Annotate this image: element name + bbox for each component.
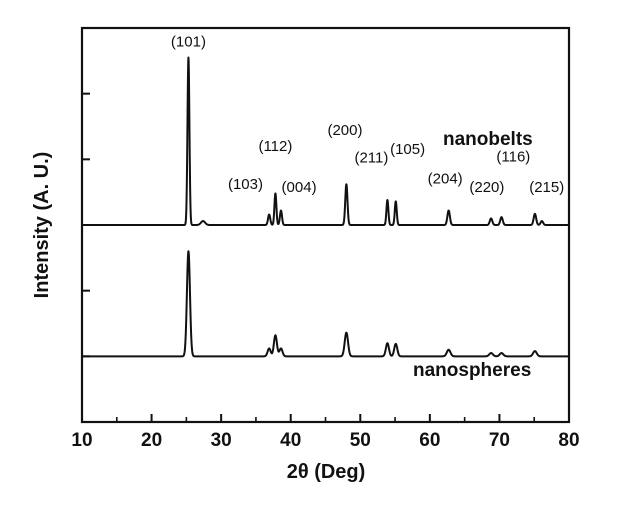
peak-label: (220) bbox=[469, 179, 504, 196]
peak-label: (204) bbox=[428, 171, 463, 188]
series-label-nanospheres: nanospheres bbox=[413, 360, 531, 381]
y-axis-title: Intensity (A. U.) bbox=[31, 152, 53, 299]
series-line-nanospheres bbox=[81, 250, 570, 358]
peak-label: (101) bbox=[171, 33, 206, 50]
x-tick-label-40: 40 bbox=[280, 430, 301, 451]
x-tick-label-70: 70 bbox=[489, 430, 510, 451]
x-tick-label-80: 80 bbox=[558, 430, 579, 451]
series-layer bbox=[81, 56, 570, 358]
peak-label: (103) bbox=[228, 176, 263, 193]
x-axis-ticks: 10 20 30 40 50 60 70 80 bbox=[71, 414, 580, 451]
peak-label: (112) bbox=[258, 138, 292, 155]
peak-label: (105) bbox=[390, 141, 425, 158]
peak-label: (215) bbox=[529, 179, 564, 196]
x-tick-label-50: 50 bbox=[350, 430, 371, 451]
peak-label: (116) bbox=[496, 148, 530, 165]
x-tick-label-60: 60 bbox=[419, 430, 440, 451]
x-axis-title: 2θ (Deg) bbox=[287, 461, 366, 483]
x-tick-label-10: 10 bbox=[71, 430, 92, 451]
peak-label: (004) bbox=[282, 179, 317, 196]
peak-label: (211) bbox=[354, 150, 388, 167]
peak-labels: (101) (103) (112) (004) (200) (211)(105)(204)… bbox=[171, 33, 564, 196]
x-tick-label-20: 20 bbox=[141, 430, 162, 451]
series-label-nanobelts: nanobelts bbox=[443, 129, 533, 150]
x-tick-label-30: 30 bbox=[211, 430, 232, 451]
series-line-nanobelts bbox=[81, 56, 570, 226]
peak-label: (200) bbox=[327, 122, 362, 139]
